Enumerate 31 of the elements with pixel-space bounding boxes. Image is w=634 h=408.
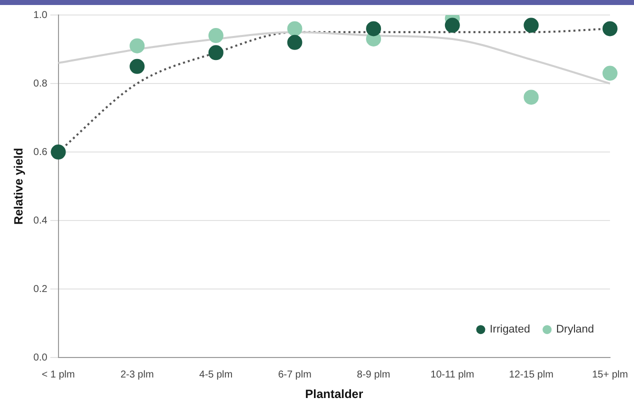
point: [602, 21, 618, 36]
point: [366, 21, 382, 36]
point: [50, 144, 66, 160]
x-tick-label: < 1 plm: [42, 369, 75, 380]
y-tick-label: 0.6: [33, 146, 48, 158]
y-tick-label: 0.0: [33, 352, 48, 364]
y-axis-title: Relative yield: [12, 148, 26, 225]
x-axis-title: Plantalder: [305, 387, 364, 402]
legend-label: Irrigated: [490, 324, 530, 336]
point: [208, 45, 224, 60]
point: [287, 34, 302, 50]
y-tick-label: 1.0: [33, 10, 48, 21]
point: [130, 38, 145, 54]
point: [208, 28, 224, 44]
x-tick-label: 4-5 plm: [199, 369, 233, 380]
point: [524, 18, 539, 33]
point: [130, 58, 145, 74]
y-tick-label: 0.8: [33, 78, 48, 90]
x-tick-label: 15+ plm: [592, 369, 628, 380]
x-tick-label: 12-15 plm: [508, 369, 554, 380]
x-tick-label: 10-11 plm: [430, 369, 474, 380]
point: [602, 66, 618, 81]
x-tick-label: 2-3 plm: [120, 369, 154, 380]
point: [444, 18, 460, 33]
y-tick-label: 0.2: [33, 284, 48, 295]
point: [524, 90, 539, 105]
x-tick-label: 8-9 plm: [356, 369, 390, 380]
point: [287, 21, 302, 36]
legend-label: Dryland: [556, 324, 594, 336]
y-tick-label: 0.4: [33, 215, 48, 226]
x-tick-label: 6-7 plm: [278, 369, 312, 380]
